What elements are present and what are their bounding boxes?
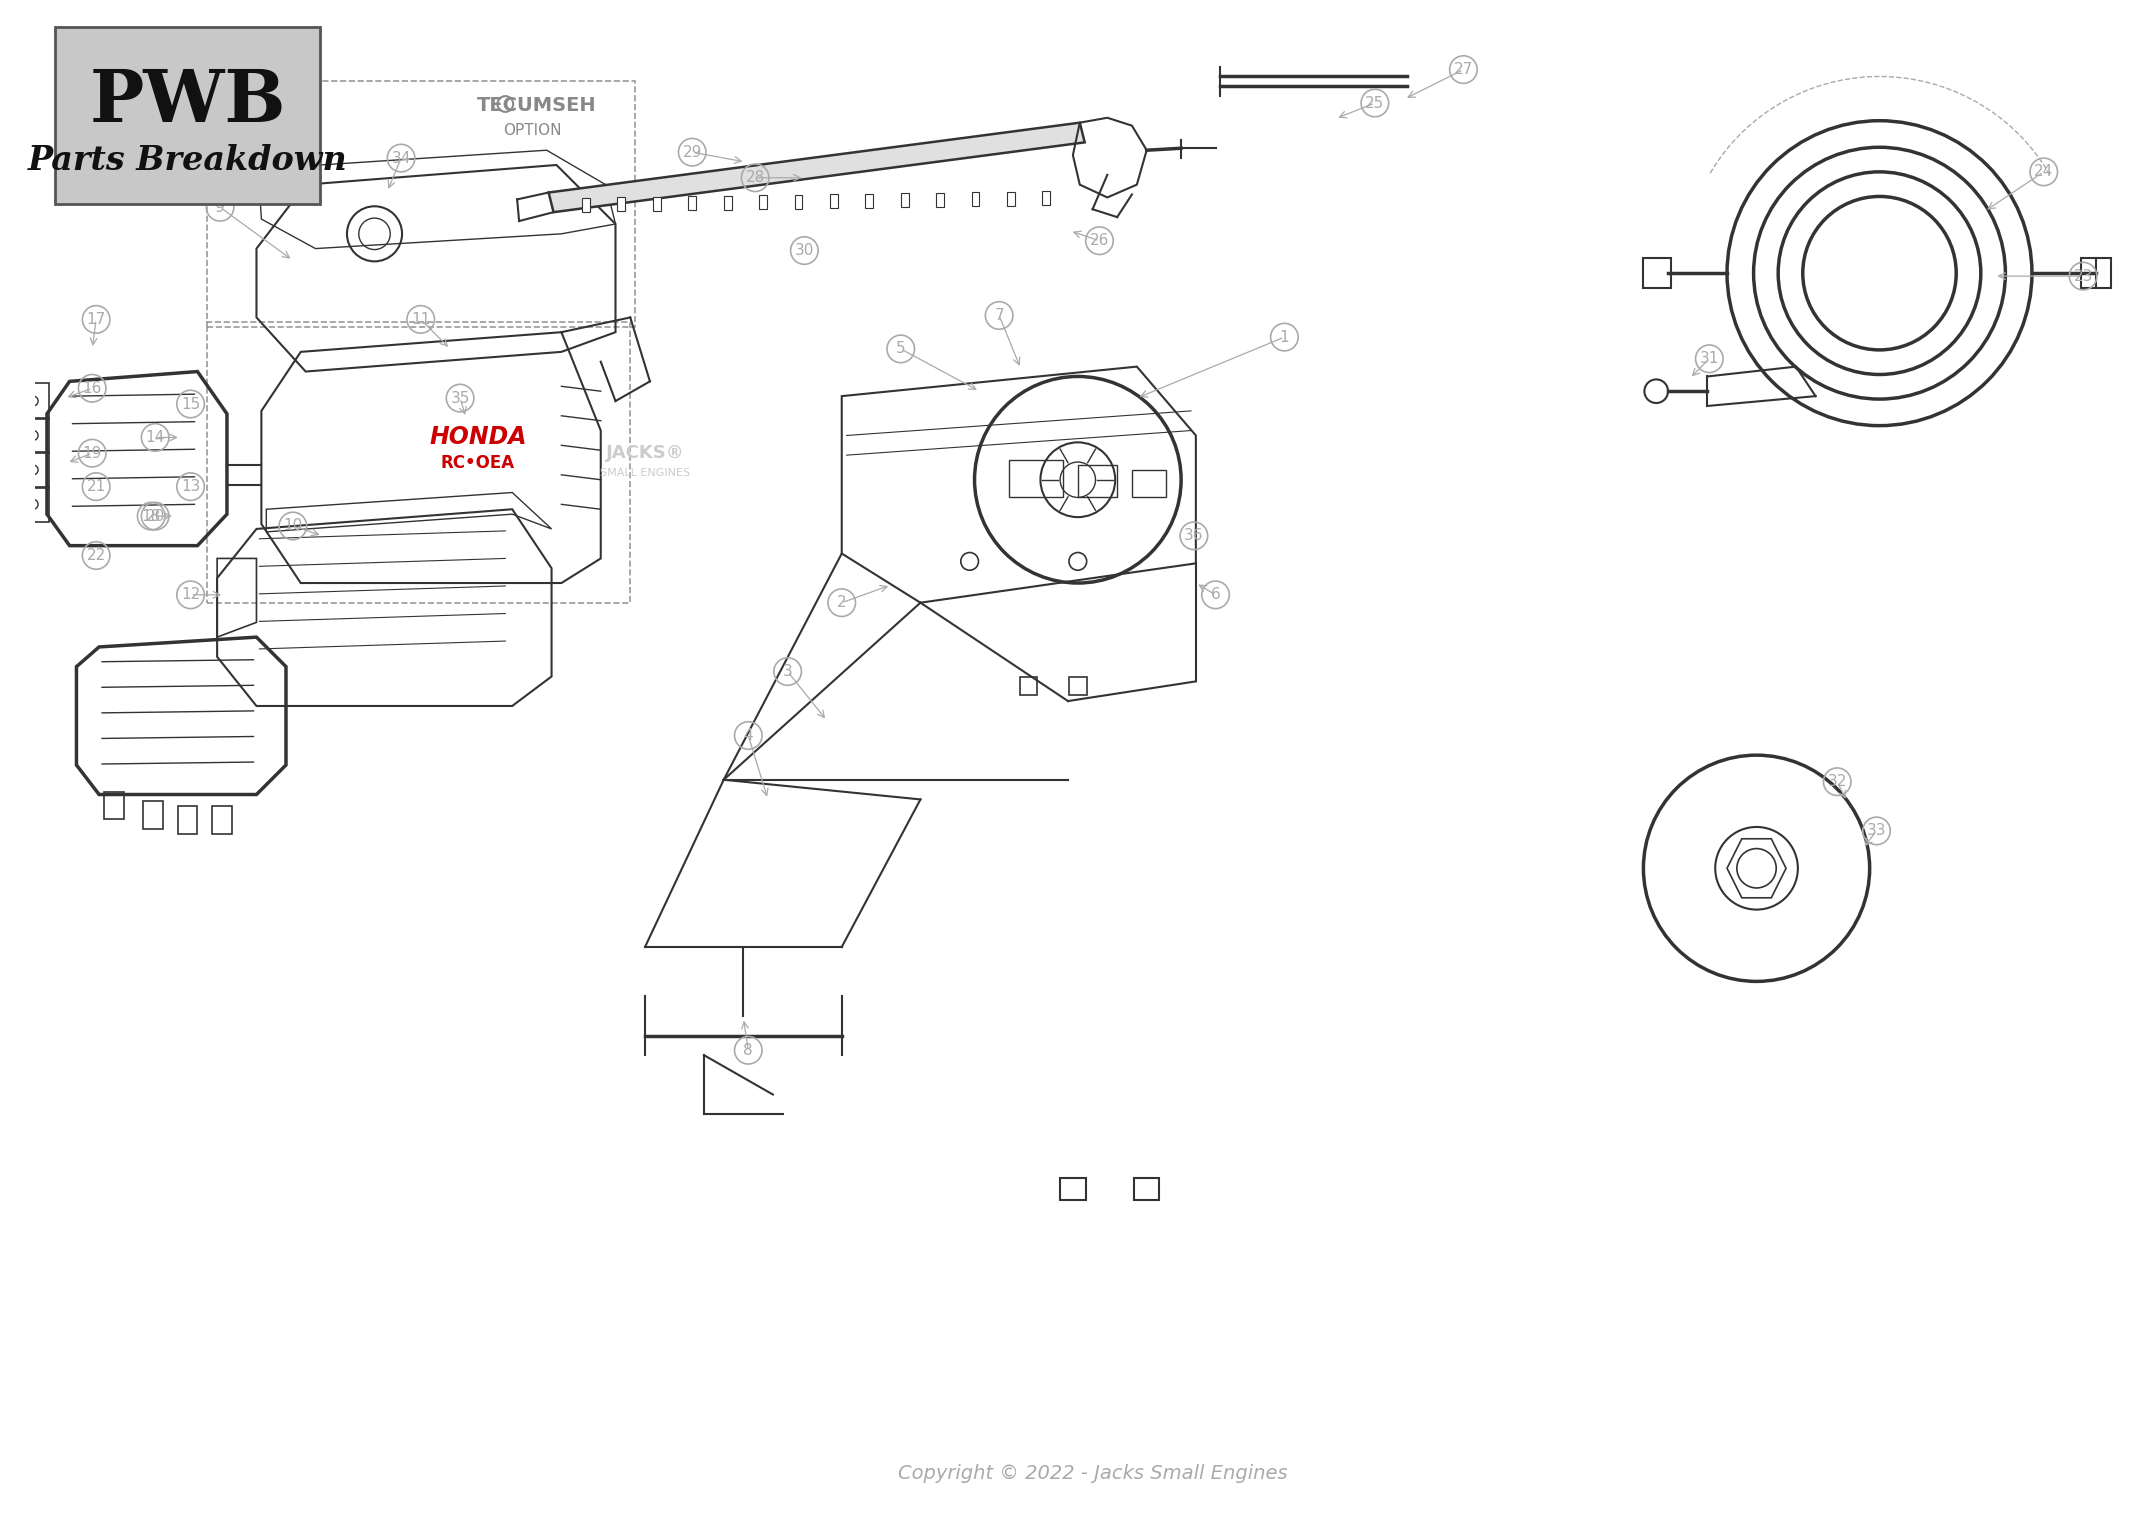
Text: 1: 1 xyxy=(1279,329,1290,344)
Bar xyxy=(583,197,589,211)
Text: 4: 4 xyxy=(744,728,752,744)
Text: 9: 9 xyxy=(215,200,226,214)
Text: 36: 36 xyxy=(1185,528,1204,543)
Bar xyxy=(1131,470,1165,497)
Text: 16: 16 xyxy=(82,381,101,396)
Text: 7: 7 xyxy=(993,308,1004,323)
Text: 25: 25 xyxy=(1365,95,1385,110)
Bar xyxy=(617,197,626,211)
Text: Copyright © 2022 - Jacks Small Engines: Copyright © 2022 - Jacks Small Engines xyxy=(899,1464,1288,1483)
Bar xyxy=(17,384,49,419)
Bar xyxy=(1006,191,1015,205)
Text: 14: 14 xyxy=(146,430,166,445)
Text: 29: 29 xyxy=(682,145,701,159)
Text: 21: 21 xyxy=(86,479,105,494)
Bar xyxy=(864,194,873,208)
Bar xyxy=(901,193,909,207)
Bar xyxy=(206,81,634,327)
Text: 31: 31 xyxy=(1701,352,1720,366)
Text: 28: 28 xyxy=(746,170,765,185)
Text: 11: 11 xyxy=(411,312,430,327)
Text: 26: 26 xyxy=(1090,233,1109,248)
Bar xyxy=(1019,678,1038,695)
Bar xyxy=(935,193,944,207)
Text: 15: 15 xyxy=(181,396,200,412)
Bar xyxy=(725,196,731,210)
Bar xyxy=(1008,461,1062,497)
Bar xyxy=(1133,1178,1159,1200)
Text: 13: 13 xyxy=(181,479,200,494)
Bar xyxy=(1077,465,1118,497)
Text: JACKS®: JACKS® xyxy=(606,444,684,462)
Bar xyxy=(213,806,232,834)
Bar xyxy=(1060,1178,1086,1200)
Bar xyxy=(1043,191,1051,205)
Text: 35: 35 xyxy=(449,390,469,405)
Text: Parts Breakdown: Parts Breakdown xyxy=(28,144,348,176)
Bar xyxy=(1643,259,1671,288)
Text: 19: 19 xyxy=(82,445,101,461)
Text: 3: 3 xyxy=(783,664,793,679)
Text: 6: 6 xyxy=(1210,588,1221,603)
Bar xyxy=(17,487,49,522)
Text: 10: 10 xyxy=(284,519,303,534)
Text: 18: 18 xyxy=(142,508,161,523)
Text: 22: 22 xyxy=(86,548,105,563)
Bar xyxy=(103,791,125,819)
Bar xyxy=(2081,259,2111,288)
Bar xyxy=(796,194,802,208)
Bar xyxy=(688,196,697,210)
Text: OPTION: OPTION xyxy=(503,122,561,138)
Text: TECUMSEH: TECUMSEH xyxy=(477,96,596,115)
Bar xyxy=(17,418,49,453)
Text: 8: 8 xyxy=(744,1043,752,1057)
Text: 30: 30 xyxy=(796,243,815,259)
Polygon shape xyxy=(548,122,1086,213)
Bar xyxy=(17,453,49,488)
Text: 5: 5 xyxy=(897,341,905,356)
Text: RC•OEA: RC•OEA xyxy=(441,454,514,473)
Text: 24: 24 xyxy=(2034,164,2053,179)
Bar xyxy=(972,193,980,207)
Text: 34: 34 xyxy=(391,150,411,165)
Text: 12: 12 xyxy=(181,588,200,603)
Bar xyxy=(830,194,838,208)
Bar xyxy=(206,323,630,603)
Text: 20: 20 xyxy=(146,508,166,523)
Text: SMALL ENGINES: SMALL ENGINES xyxy=(600,468,690,477)
Text: 2: 2 xyxy=(836,595,847,610)
Text: 33: 33 xyxy=(1866,823,1886,838)
Text: HONDA: HONDA xyxy=(430,425,527,450)
Bar xyxy=(759,196,768,210)
Bar xyxy=(1069,678,1086,695)
Text: 17: 17 xyxy=(86,312,105,327)
Text: 27: 27 xyxy=(1453,63,1473,76)
Text: PWB: PWB xyxy=(90,66,286,136)
Bar xyxy=(144,802,163,829)
Text: 32: 32 xyxy=(1828,774,1847,789)
Bar xyxy=(178,806,198,834)
Bar xyxy=(654,197,660,211)
Text: 23: 23 xyxy=(2073,269,2092,283)
FancyBboxPatch shape xyxy=(54,28,320,205)
